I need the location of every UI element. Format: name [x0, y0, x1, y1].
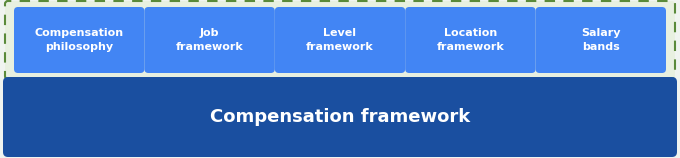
Text: Salary
bands: Salary bands	[581, 28, 621, 52]
FancyBboxPatch shape	[405, 7, 536, 73]
Text: Location
framework: Location framework	[437, 28, 505, 52]
FancyBboxPatch shape	[144, 7, 275, 73]
Text: Compensation
philosophy: Compensation philosophy	[35, 28, 124, 52]
FancyBboxPatch shape	[3, 77, 677, 157]
Text: Compensation framework: Compensation framework	[210, 108, 470, 126]
Text: Level
framework: Level framework	[306, 28, 374, 52]
Text: Job
framework: Job framework	[175, 28, 243, 52]
FancyBboxPatch shape	[5, 1, 675, 79]
FancyBboxPatch shape	[14, 7, 144, 73]
FancyBboxPatch shape	[275, 7, 405, 73]
FancyBboxPatch shape	[536, 7, 666, 73]
